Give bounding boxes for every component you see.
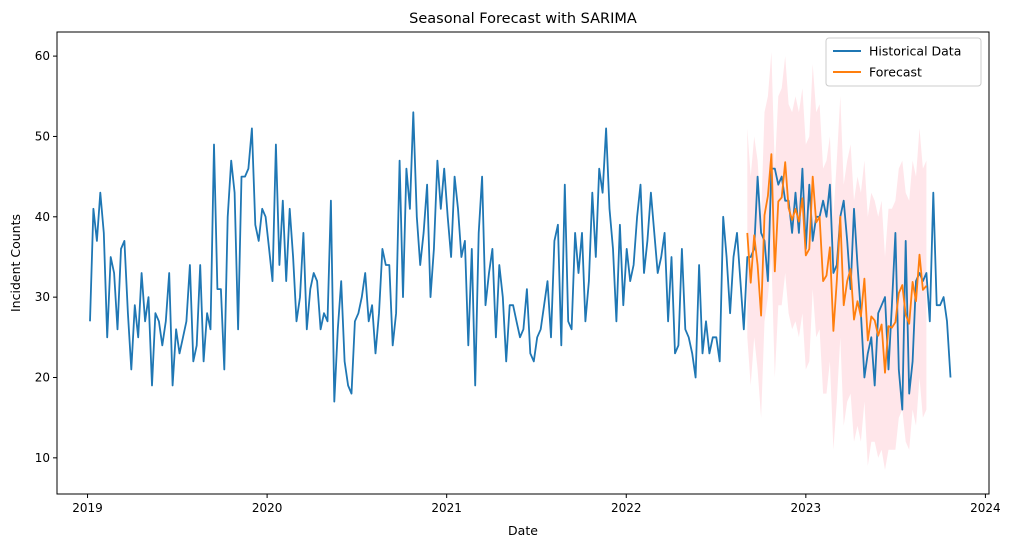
series-line-layer <box>89 111 952 411</box>
x-tick-label-2022: 2022 <box>611 501 642 515</box>
x-tick-label-2021: 2021 <box>431 501 462 515</box>
y-tick-label-20: 20 <box>35 370 50 384</box>
legend: Historical Data Forecast <box>825 37 982 87</box>
historical-data-line <box>89 111 952 411</box>
x-tick-label-2019: 2019 <box>72 501 103 515</box>
plot-area <box>56 31 990 495</box>
chart-title: Seasonal Forecast with SARIMA <box>409 11 637 27</box>
y-tick-label-40: 40 <box>35 210 50 224</box>
y-axis: 10 20 30 40 50 60 <box>35 49 57 465</box>
x-tick-label-2024: 2024 <box>970 501 1001 515</box>
y-axis-label: Incident Counts <box>8 214 23 312</box>
legend-label-forecast: Forecast <box>869 65 922 80</box>
legend-box <box>825 37 982 87</box>
y-tick-label-50: 50 <box>35 129 50 143</box>
x-axis: 2019 2020 2021 2022 2023 2024 <box>72 494 1001 515</box>
x-axis-label: Date <box>508 523 538 538</box>
x-tick-label-2023: 2023 <box>791 501 822 515</box>
y-tick-label-60: 60 <box>35 49 50 63</box>
legend-label-historical: Historical Data <box>869 44 961 59</box>
forecast-line <box>746 153 928 374</box>
plot-frame <box>56 31 990 495</box>
y-tick-label-30: 30 <box>35 290 50 304</box>
y-tick-label-10: 10 <box>35 451 50 465</box>
x-tick-label-2020: 2020 <box>252 501 283 515</box>
